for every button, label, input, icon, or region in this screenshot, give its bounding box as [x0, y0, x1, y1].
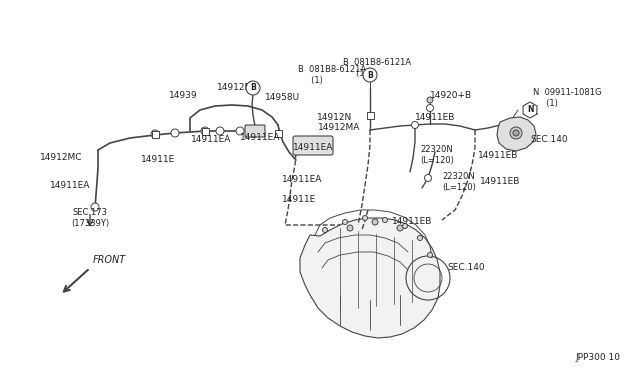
Text: 14912N: 14912N	[317, 113, 352, 122]
Circle shape	[363, 68, 377, 82]
Text: 14911EA: 14911EA	[240, 134, 280, 142]
Circle shape	[426, 105, 433, 112]
Circle shape	[362, 215, 367, 221]
FancyBboxPatch shape	[202, 128, 209, 135]
Circle shape	[427, 97, 433, 103]
Text: 14939: 14939	[169, 90, 197, 99]
Text: N  09911-1081G
     (1): N 09911-1081G (1)	[533, 88, 602, 108]
Text: 14911EB: 14911EB	[415, 113, 456, 122]
Circle shape	[236, 127, 244, 135]
Circle shape	[513, 130, 519, 136]
Circle shape	[201, 127, 209, 135]
Text: B: B	[367, 71, 373, 80]
Text: 14911EA: 14911EA	[191, 135, 231, 144]
Circle shape	[424, 174, 431, 182]
Text: FRONT: FRONT	[93, 255, 126, 265]
Text: 14911EB: 14911EB	[392, 218, 433, 227]
Text: SEC.173
(17339Y): SEC.173 (17339Y)	[71, 208, 109, 228]
Circle shape	[216, 127, 224, 135]
FancyBboxPatch shape	[367, 112, 374, 119]
Polygon shape	[300, 218, 440, 338]
Circle shape	[510, 127, 522, 139]
Text: 14911EB: 14911EB	[480, 177, 520, 186]
Text: 14920+B: 14920+B	[430, 90, 472, 99]
Text: B  081B8-6121A
     (1): B 081B8-6121A (1)	[298, 65, 366, 85]
Text: SEC.140: SEC.140	[530, 135, 568, 144]
Text: 14912MA: 14912MA	[318, 124, 360, 132]
Circle shape	[403, 224, 408, 228]
Text: 14911EA: 14911EA	[50, 180, 90, 189]
Text: N: N	[527, 106, 533, 115]
Text: 22320N
(L=120): 22320N (L=120)	[420, 145, 454, 165]
Circle shape	[383, 218, 387, 222]
Circle shape	[342, 219, 348, 224]
Text: 14912MB: 14912MB	[217, 83, 259, 93]
Circle shape	[397, 225, 403, 231]
FancyBboxPatch shape	[152, 131, 159, 138]
Text: 14911EB: 14911EB	[478, 151, 518, 160]
Text: 14911EA: 14911EA	[293, 144, 333, 153]
Circle shape	[171, 129, 179, 137]
Text: SEC.140: SEC.140	[447, 263, 484, 273]
Circle shape	[246, 81, 260, 95]
Circle shape	[151, 130, 159, 138]
Text: 22320N
(L=120): 22320N (L=120)	[442, 172, 476, 192]
Text: B: B	[250, 83, 256, 93]
Circle shape	[347, 225, 353, 231]
Text: B  081B8-6121A
     (1): B 081B8-6121A (1)	[343, 58, 411, 78]
Text: 14911EA: 14911EA	[282, 176, 323, 185]
Circle shape	[372, 219, 378, 225]
FancyBboxPatch shape	[245, 125, 265, 137]
FancyBboxPatch shape	[275, 129, 282, 137]
Circle shape	[412, 122, 419, 128]
FancyBboxPatch shape	[293, 136, 333, 155]
Text: 14911E: 14911E	[141, 155, 175, 164]
Text: 14912MC: 14912MC	[40, 154, 82, 163]
Text: JPP300 10: JPP300 10	[575, 353, 620, 362]
Text: 14911E: 14911E	[282, 196, 316, 205]
Polygon shape	[523, 102, 537, 118]
Circle shape	[428, 253, 433, 257]
Polygon shape	[497, 117, 536, 151]
Circle shape	[323, 228, 328, 232]
Circle shape	[417, 235, 422, 241]
Circle shape	[91, 203, 99, 211]
Text: 14958U: 14958U	[266, 93, 301, 103]
